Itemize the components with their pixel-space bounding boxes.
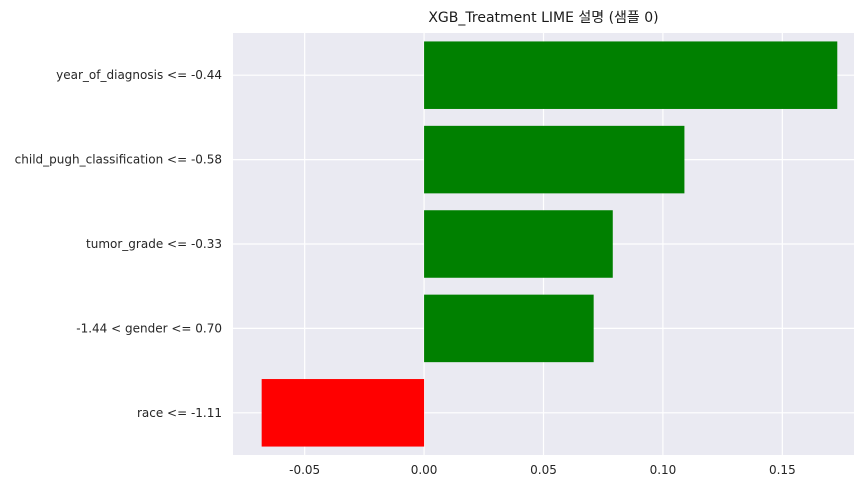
- bar-0: [424, 41, 838, 109]
- y-tick-label: year_of_diagnosis <= -0.44: [56, 68, 222, 82]
- bar-3: [424, 294, 594, 363]
- bar-1: [424, 125, 685, 194]
- x-tick-label: -0.05: [289, 463, 320, 477]
- x-tick-label: 0.15: [769, 463, 796, 477]
- bar-4: [261, 379, 425, 447]
- x-tick-label: 0.10: [650, 463, 677, 477]
- y-tick-label: tumor_grade <= -0.33: [86, 237, 222, 251]
- bars: [261, 41, 838, 447]
- bar-2: [424, 210, 613, 278]
- x-tick-label: 0.00: [411, 463, 438, 477]
- y-tick-label: race <= -1.11: [137, 406, 222, 420]
- y-tick-labels: year_of_diagnosis <= -0.44 child_pugh_cla…: [15, 68, 222, 420]
- x-tick-label: 0.05: [530, 463, 557, 477]
- x-tick-labels: -0.05 0.00 0.05 0.10 0.15: [289, 463, 796, 477]
- y-tick-label: -1.44 < gender <= 0.70: [76, 321, 222, 335]
- chart-title: XGB_Treatment LIME 설명 (샘플 0): [428, 10, 658, 26]
- y-tick-label: child_pugh_classification <= -0.58: [15, 153, 222, 167]
